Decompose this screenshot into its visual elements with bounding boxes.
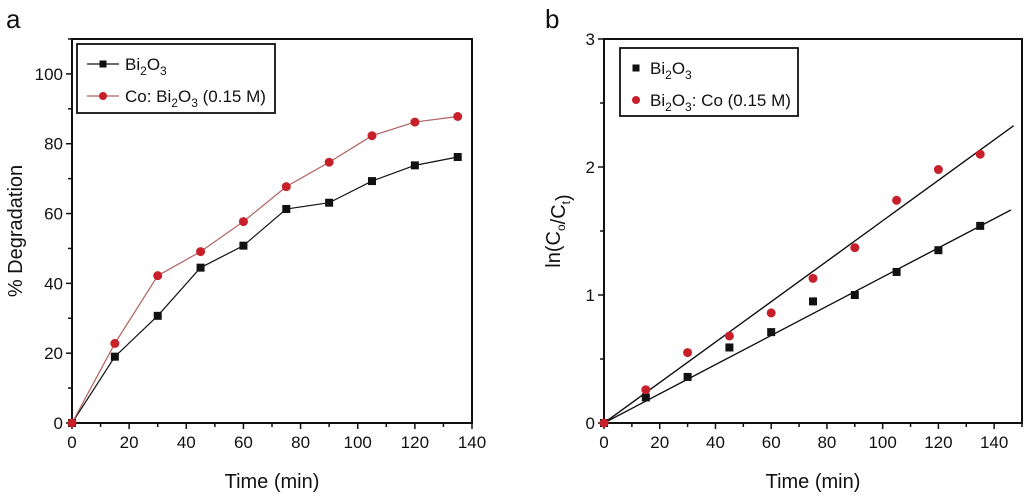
y-tick-label: 0 [586,414,595,433]
x-tick-label: 120 [924,433,952,452]
legend-label: Bi2O3 [125,55,167,78]
y-tick-label: 40 [44,274,63,293]
data-point [368,177,376,186]
data-point [110,338,120,348]
y-axis-title: ln(Co/Ct) [543,194,575,267]
series-0 [600,209,1012,427]
data-point [933,165,943,175]
y-tick-label: 100 [35,65,63,84]
x-tick-label: 100 [344,433,372,452]
data-point [67,418,77,428]
x-tick-label: 40 [706,433,725,452]
x-tick-label: 20 [650,433,669,452]
legend-marker-circle [99,92,107,100]
data-point [281,182,291,192]
panel-label: b [545,4,559,34]
data-point [239,241,248,250]
data-point [453,111,463,121]
data-point [110,352,119,361]
data-point [850,291,859,299]
y-tick-label: 60 [44,205,63,224]
legend-marker-square [99,60,107,68]
x-tick-label: 140 [980,433,1008,452]
legend-label: Co: Bi2O3 (0.15 M) [125,87,266,110]
panel-b-kinetics-chart: b 0 20 40 60 80 100 120 140 0 1 2 3 Time (min) ln(Co/C… [543,4,1023,493]
data-point [766,308,776,318]
data-point [282,205,291,214]
data-point [410,117,420,127]
legend-label: Bi2O3: Co (0.15 M) [650,91,791,114]
legend-label: Bi2O3 [650,59,692,82]
data-point [325,198,334,207]
fit-line [603,209,1012,424]
data-point [599,418,609,428]
data-point [153,311,162,320]
data-point [809,297,817,306]
data-point [196,247,206,257]
legend: Bi2O3 Bi2O3: Co (0.15 M) [619,47,799,117]
data-point [724,331,734,341]
y-tick-label: 3 [586,30,595,49]
legend: Bi2O3 Co: Bi2O3 (0.15 M) [76,43,276,114]
y-tick-label: 1 [586,286,595,305]
series-line [71,115,458,424]
data-point [453,152,462,161]
data-point [683,348,693,358]
x-tick-label: 0 [67,433,76,452]
y-tick-label: 20 [44,344,63,363]
legend-marker-circle [632,96,640,104]
x-tick-label: 20 [120,433,139,452]
x-tick-label: 80 [291,433,310,452]
legend-box [76,43,276,114]
x-tick-label: 0 [599,433,608,452]
y-tick-label: 0 [54,414,63,433]
x-tick-label: 60 [234,433,253,452]
x-tick-label: 100 [868,433,896,452]
x-tick-label: 120 [401,433,429,452]
x-axis-title: Time (min) [225,471,320,493]
data-point [892,195,902,205]
data-point [808,273,818,283]
data-point [767,328,776,337]
data-point [683,372,692,381]
y-tick-label: 80 [44,135,63,154]
y-tick-label: 2 [586,158,595,177]
data-point [975,149,985,159]
series-line [71,156,458,424]
panel-label: a [6,4,21,34]
series-0 [68,152,462,427]
data-point [196,263,205,272]
x-tick-label: 140 [458,433,486,452]
data-point [976,221,985,230]
x-tick-label: 60 [762,433,781,452]
data-point [410,161,419,170]
series-1 [67,111,463,428]
data-point [725,343,734,352]
fit-line [603,125,1015,424]
data-point [641,393,650,402]
panel-a-degradation-chart: a 0 20 40 60 80 100 120 140 0 20 40 60 80 100 Time (min… [5,4,486,493]
legend-box [619,47,799,117]
data-point [238,217,248,227]
data-point [153,271,163,281]
data-point [850,243,860,253]
data-point [324,157,334,167]
legend-marker-square [632,64,640,72]
data-point [641,385,651,395]
x-axis-title: Time (min) [766,471,861,493]
data-point [934,246,943,255]
y-axis-title: % Degradation [5,165,27,297]
data-point [892,267,901,276]
x-tick-label: 40 [177,433,196,452]
series-1 [599,125,1015,428]
x-tick-label: 80 [817,433,836,452]
data-point [367,131,377,141]
